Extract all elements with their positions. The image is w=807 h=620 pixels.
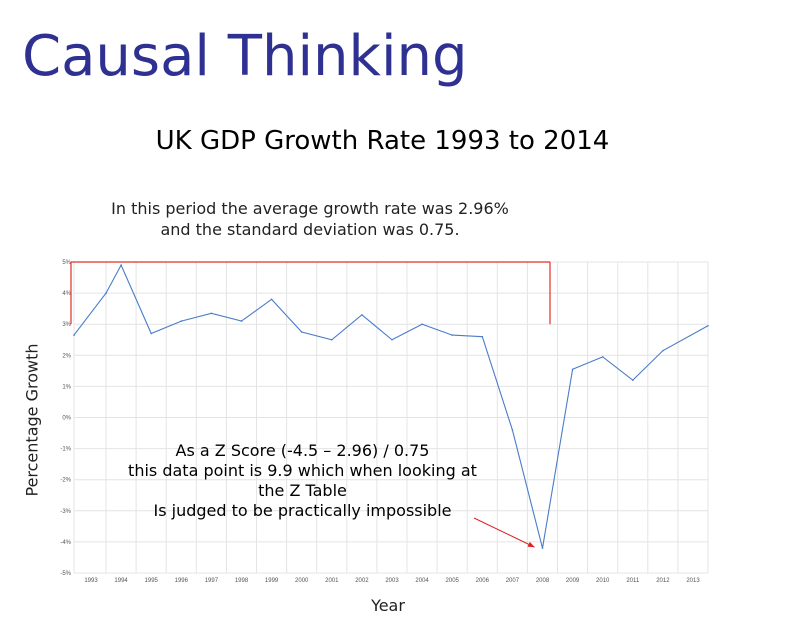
y-axis-label: Percentage Growth — [22, 343, 42, 497]
x-tick-label: 2007 — [506, 578, 520, 584]
y-tick-label: 4% — [62, 291, 71, 297]
y-tick-label: 2% — [62, 353, 71, 359]
statistics-note-line-2: and the standard deviation was 0.75. — [160, 220, 460, 239]
y-tick-label: -4% — [60, 540, 71, 546]
y-tick-label: -1% — [60, 447, 71, 453]
x-tick-label: 2000 — [295, 578, 309, 584]
data-point — [707, 324, 709, 327]
x-tick-label: 2011 — [626, 578, 640, 584]
annotation-arrow — [473, 517, 535, 548]
x-axis-label: Year — [371, 596, 405, 615]
y-axis-ticks: 5% 4% 3% 2% 1% 0% -1% -2% -3% -4% -5% — [60, 260, 71, 577]
data-point — [662, 349, 664, 352]
x-axis-ticks: 1993 1994 1995 1996 1997 1998 1999 2000 2001 2002… — [84, 578, 700, 584]
x-tick-label: 2002 — [355, 578, 369, 584]
z-score-annotation: As a Z Score (-4.5 – 2.96) / 0.75 this d… — [100, 441, 505, 521]
slide-title: Causal Thinking — [22, 24, 468, 89]
x-tick-label: 2004 — [415, 578, 429, 584]
arrow-head — [527, 541, 535, 548]
data-point — [210, 312, 213, 315]
data-point — [150, 332, 152, 335]
x-tick-label: 1993 — [84, 578, 98, 584]
data-point — [120, 264, 122, 266]
statistics-note-line-1: In this period the average growth rate w… — [111, 199, 509, 218]
x-tick-label: 2008 — [536, 578, 550, 584]
data-point — [391, 338, 393, 341]
data-point — [240, 320, 243, 322]
data-point — [105, 292, 107, 294]
x-tick-label: 1996 — [175, 578, 189, 584]
x-tick-label: 1995 — [145, 578, 159, 584]
data-point — [331, 338, 333, 341]
statistics-note: In this period the average growth rate w… — [60, 198, 560, 240]
y-tick-label: -3% — [60, 509, 71, 515]
x-tick-label: 2009 — [566, 578, 580, 584]
data-point — [180, 320, 183, 322]
chart-title: UK GDP Growth Rate 1993 to 2014 — [155, 126, 610, 156]
x-tick-label: 2001 — [325, 578, 339, 584]
series-line — [73, 263, 709, 549]
x-tick-label: 1999 — [265, 578, 279, 584]
y-tick-label: 0% — [62, 416, 71, 422]
gdp-growth-series — [73, 263, 709, 549]
y-tick-label: 3% — [62, 322, 71, 328]
data-point — [300, 331, 303, 333]
data-point — [541, 547, 544, 549]
data-point — [73, 334, 75, 336]
y-tick-label: -2% — [60, 478, 71, 484]
x-tick-label: 2012 — [656, 578, 670, 584]
data-point — [571, 368, 574, 371]
data-point — [481, 335, 484, 338]
data-point — [421, 323, 423, 326]
arrow-shaft — [473, 517, 535, 548]
x-tick-label: 2005 — [446, 578, 460, 584]
annotation-line-1: As a Z Score (-4.5 – 2.96) / 0.75 — [175, 441, 430, 460]
y-tick-label: -5% — [60, 571, 71, 577]
data-point — [632, 379, 634, 381]
normal-range-bracket — [70, 261, 551, 325]
x-tick-label: 2006 — [476, 578, 490, 584]
grid-lines — [73, 261, 709, 574]
data-point — [361, 314, 363, 316]
x-tick-label: 1994 — [114, 578, 128, 584]
data-point — [451, 334, 454, 336]
x-tick-label: 2003 — [385, 578, 399, 584]
annotation-line-4: Is judged to be practically impossible — [153, 501, 452, 520]
annotation-line-3: the Z Table — [258, 481, 347, 500]
x-tick-label: 2010 — [596, 578, 610, 584]
y-tick-label: 5% — [62, 260, 71, 266]
data-point — [601, 356, 604, 358]
annotation-line-2: this data point is 9.9 which when lookin… — [128, 461, 477, 480]
y-tick-label: 1% — [62, 384, 71, 390]
data-point — [511, 429, 514, 431]
x-tick-label: 2013 — [686, 578, 700, 584]
x-tick-label: 1997 — [205, 578, 219, 584]
x-tick-label: 1998 — [235, 578, 249, 584]
data-point — [270, 298, 273, 301]
